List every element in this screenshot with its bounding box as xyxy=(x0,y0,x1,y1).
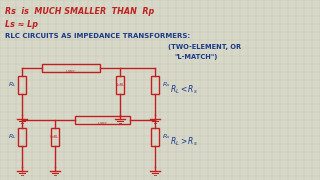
Text: CoRL: CoRL xyxy=(50,135,60,139)
Text: (TWO-ELEMENT, OR: (TWO-ELEMENT, OR xyxy=(168,44,241,50)
Text: Ls ≈ Lp: Ls ≈ Lp xyxy=(5,20,38,29)
Bar xyxy=(42,64,100,72)
Bar xyxy=(151,128,159,146)
Text: CoRL: CoRL xyxy=(115,83,125,87)
Bar xyxy=(151,76,159,94)
Text: $R_s$: $R_s$ xyxy=(162,132,170,141)
Text: "L-MATCH"): "L-MATCH") xyxy=(174,54,217,60)
Text: $R_L$: $R_L$ xyxy=(8,132,16,141)
Bar xyxy=(51,128,59,146)
Text: Rs  is  MUCH SMALLER  THAN  Rp: Rs is MUCH SMALLER THAN Rp xyxy=(5,7,154,16)
Bar xyxy=(18,128,26,146)
Text: $R_L$: $R_L$ xyxy=(8,81,16,89)
Text: $R_L < R_s$: $R_L < R_s$ xyxy=(170,84,198,96)
Bar xyxy=(75,116,130,124)
Text: $R_L > R_s$: $R_L > R_s$ xyxy=(170,136,198,148)
Text: $R_s$: $R_s$ xyxy=(162,81,170,89)
Text: RLC CIRCUITS AS IMPEDANCE TRANSFORMERS:: RLC CIRCUITS AS IMPEDANCE TRANSFORMERS: xyxy=(5,33,190,39)
Bar xyxy=(116,76,124,94)
Bar xyxy=(18,76,26,94)
Text: LORC: LORC xyxy=(97,122,108,126)
Text: LORC: LORC xyxy=(66,70,76,74)
